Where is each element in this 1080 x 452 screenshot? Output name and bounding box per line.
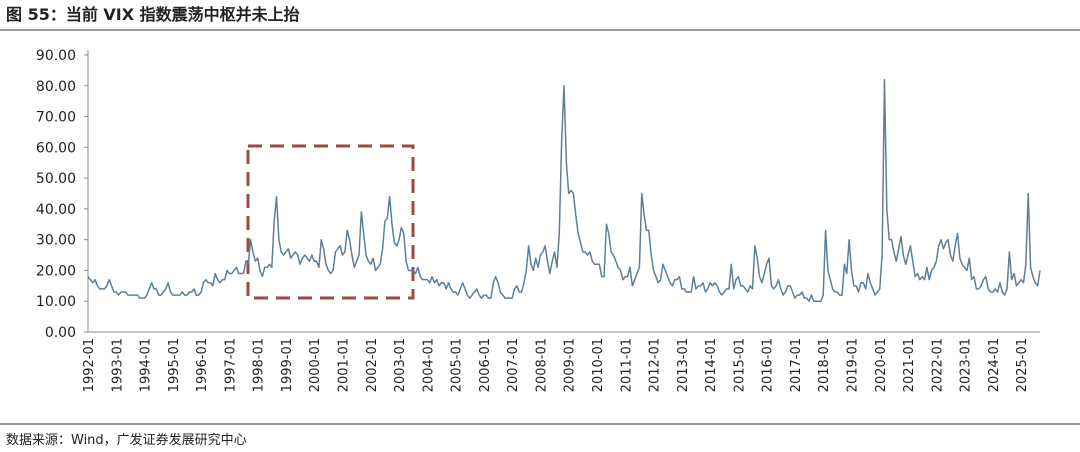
- x-tick-label: 2017-01: [789, 338, 804, 392]
- x-tick-label: 2011-01: [619, 338, 634, 392]
- chart-title: 图 55：当前 VIX 指数震荡中枢并未上抬: [6, 5, 300, 24]
- x-tick-label: 2010-01: [591, 338, 606, 392]
- x-tick-label: 2019-01: [845, 338, 860, 392]
- x-tick-label: 2008-01: [534, 338, 549, 392]
- x-tick-label: 1994-01: [139, 338, 154, 392]
- x-tick-label: 2013-01: [676, 338, 691, 392]
- x-tick-label: 2016-01: [761, 338, 776, 392]
- y-tick-label: 30.00: [36, 233, 76, 249]
- x-tick-label: 2014-01: [704, 338, 719, 392]
- y-tick-label: 20.00: [36, 263, 76, 279]
- x-tick-label: 1997-01: [223, 338, 238, 392]
- x-tick-label: 1993-01: [110, 338, 125, 392]
- x-tick-label: 2021-01: [902, 338, 917, 392]
- y-tick-label: 90.00: [36, 48, 76, 64]
- x-tick-label: 2024-01: [987, 338, 1002, 392]
- vix-line: [87, 78, 1041, 302]
- y-tick-label: 0.00: [45, 325, 76, 341]
- x-tick-label: 2012-01: [648, 338, 663, 392]
- y-tick-label: 80.00: [36, 79, 76, 95]
- x-tick-label: 1995-01: [167, 338, 182, 392]
- x-tick-label: 2005-01: [450, 338, 465, 392]
- y-tick-label: 70.00: [36, 110, 76, 126]
- x-tick-label: 2007-01: [506, 338, 521, 392]
- x-tick-label: 2018-01: [817, 338, 832, 392]
- y-tick-label: 10.00: [36, 294, 76, 310]
- x-tick-label: 1998-01: [252, 338, 267, 392]
- y-tick-label: 40.00: [36, 202, 76, 218]
- x-tick-label: 2002-01: [365, 338, 380, 392]
- x-tick-label: 2023-01: [959, 338, 974, 392]
- x-tick-label: 2001-01: [336, 338, 351, 392]
- source-note: 数据来源：Wind，广发证券发展研究中心: [6, 432, 247, 448]
- x-tick-label: 2022-01: [930, 338, 945, 392]
- x-tick-label: 1999-01: [280, 338, 295, 392]
- x-tick-label: 2020-01: [874, 338, 889, 392]
- x-tick-label: 1992-01: [82, 338, 97, 392]
- x-tick-label: 2006-01: [478, 338, 493, 392]
- y-tick-label: 50.00: [36, 171, 76, 187]
- y-tick-label: 60.00: [36, 140, 76, 156]
- highlight-box: [246, 144, 415, 300]
- x-tick-label: 1996-01: [195, 338, 210, 392]
- x-tick-label: 2003-01: [393, 338, 408, 392]
- x-tick-label: 2000-01: [308, 338, 323, 392]
- x-tick-label: 2009-01: [563, 338, 578, 392]
- x-tick-label: 2004-01: [421, 338, 436, 392]
- x-tick-label: 2015-01: [732, 338, 747, 392]
- x-tick-label: 2025-01: [1015, 338, 1030, 392]
